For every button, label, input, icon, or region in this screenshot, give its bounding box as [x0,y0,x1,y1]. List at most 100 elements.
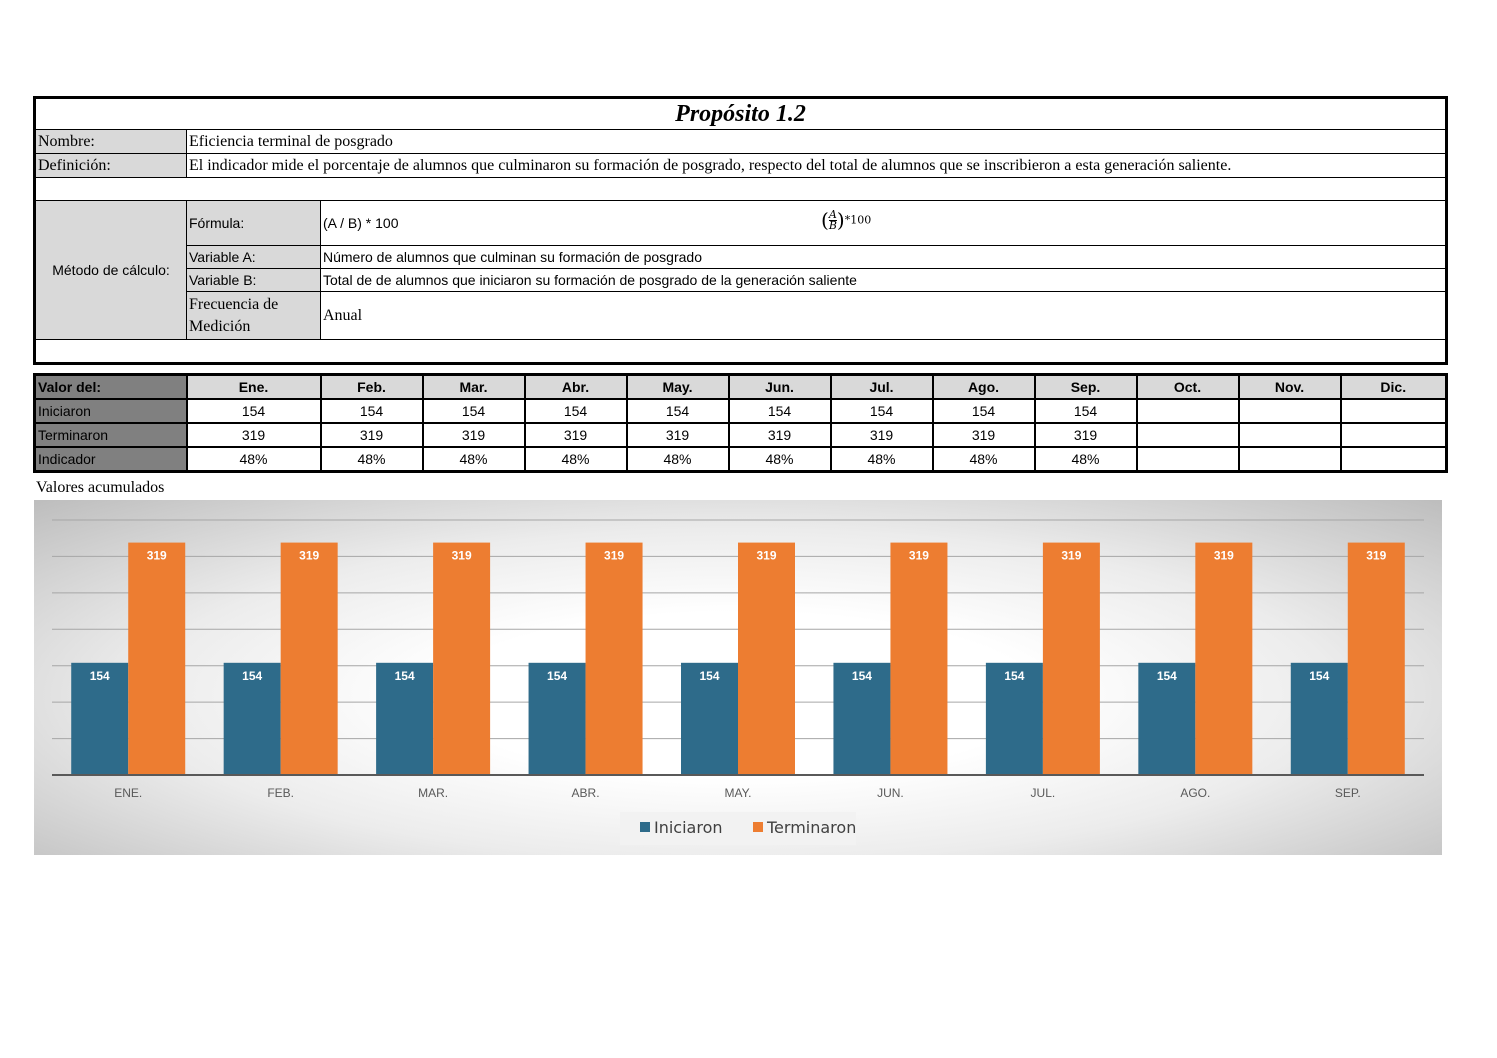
formula-value: (A / B) * 100 [323,215,399,231]
month-header: May. [625,373,730,400]
x-tick-label: MAY. [725,786,752,800]
table-cell [1339,398,1448,424]
definicion-value: El indicador mide el porcentaje de alumn… [185,153,1448,178]
bar-terminaron [585,542,643,775]
table-cell: 154 [421,398,526,424]
table-row-indicador: Indicador 48% 48% 48% 48% 48% 48% 48% 48… [33,446,1448,473]
table-cell: 154 [523,398,628,424]
formula-label: Fórmula: [186,200,321,246]
data-label: 319 [452,549,472,563]
row-label: Iniciaron [33,398,188,424]
bar-iniciaron [223,662,281,775]
table-cell: 319 [625,422,730,448]
monthly-values-table: Valor del: Ene. Feb. Mar. Abr. May. Jun.… [33,373,1448,473]
metodo-label: Método de cálculo: [34,200,187,340]
month-header: Abr. [523,373,628,400]
bar-terminaron [280,542,338,775]
acumulados-label: Valores acumulados [36,479,165,496]
row-label: Indicador [33,446,188,473]
bar-iniciaron [681,662,738,775]
table-row-terminaron: Terminaron 319 319 319 319 319 319 319 3… [33,422,1448,448]
table-cell: 319 [931,422,1036,448]
bar-terminaron [1042,542,1100,775]
x-tick-label: ENE. [114,786,142,800]
table-cell: 154 [319,398,424,424]
x-tick-label: FEB. [267,786,294,800]
variable-a-value: Número de alumnos que culminan su formac… [319,245,1448,269]
bar-iniciaron [1290,662,1348,775]
data-label: 154 [1309,669,1329,683]
formula-cell: (A / B) * 100 (A B)*100 [319,200,1448,246]
table-cell: 319 [829,422,934,448]
x-tick-label: SEP. [1335,786,1361,800]
table-cell: 48% [1033,446,1138,473]
table-cell [1237,398,1342,424]
row-label: Terminaron [33,422,188,448]
bar-chart: 154 319 ENE. 154 319 FEB. 154 319 MAR. 154 319 ABR.… [34,500,1442,855]
bar-terminaron [738,542,795,775]
table-cell [1237,422,1342,448]
nombre-value: Eficiencia terminal de posgrado [185,129,1448,154]
frecuencia-label: Frecuencia de Medición [186,291,321,340]
data-label: 154 [699,669,719,683]
legend-swatch-iniciaron [640,822,650,832]
chart-svg: 154 319 ENE. 154 319 FEB. 154 319 MAR. 154 319 ABR.… [52,519,1424,845]
table-cell: 48% [185,446,322,473]
data-label: 154 [90,669,110,683]
bar-iniciaron [528,662,586,775]
page-title: Propósito 1.2 [33,97,1448,130]
table-cell: 319 [185,422,322,448]
bar-terminaron [128,542,186,775]
bar-terminaron [1195,542,1253,775]
table-cell: 48% [421,446,526,473]
month-header: Ene. [185,373,322,400]
variable-b-label: Variable B: [186,268,321,292]
table-cell: 319 [727,422,832,448]
table-cell: 154 [1033,398,1138,424]
definicion-label: Definición: [34,153,187,178]
table-cell: 319 [1033,422,1138,448]
x-tick-label: ABR. [572,786,600,800]
bar-iniciaron [985,662,1043,775]
month-header: Sep. [1033,373,1138,400]
table-cell [1135,422,1240,448]
month-header: Mar. [421,373,526,400]
table-cell: 48% [727,446,832,473]
variable-a-label: Variable A: [186,245,321,269]
bar-iniciaron [376,662,434,775]
x-tick-label: JUL. [1031,786,1056,800]
legend-label-iniciaron: Iniciaron [654,818,723,837]
table-cell [1135,446,1240,473]
data-label: 154 [1157,669,1177,683]
table-cell [1135,398,1240,424]
legend-label-terminaron: Terminaron [766,818,856,837]
data-label: 319 [604,549,624,563]
data-label: 154 [395,669,415,683]
table-header-row: Valor del: Ene. Feb. Mar. Abr. May. Jun.… [33,373,1448,400]
data-label: 319 [1061,549,1081,563]
indicator-info-table: Propósito 1.2 Nombre: Eficiencia termina… [33,96,1449,365]
nombre-label: Nombre: [34,129,187,154]
table-cell: 48% [523,446,628,473]
table-row-iniciaron: Iniciaron 154 154 154 154 154 154 154 15… [33,398,1448,424]
month-header: Dic. [1339,373,1448,400]
spacer-row [33,177,1448,201]
table-cell: 48% [625,446,730,473]
bar-iniciaron [833,662,891,775]
table-cell [1339,446,1448,473]
month-header: Oct. [1135,373,1240,400]
data-label: 154 [852,669,872,683]
bar-iniciaron [71,662,129,775]
table-cell [1339,422,1448,448]
table-cell: 48% [829,446,934,473]
data-label: 319 [147,549,167,563]
variable-b-value: Total de de alumnos que iniciaron su for… [319,268,1448,292]
table-cell: 154 [931,398,1036,424]
table-cell: 154 [185,398,322,424]
table-cell: 154 [625,398,730,424]
x-tick-label: JUN. [877,786,904,800]
month-header: Feb. [319,373,424,400]
table-cell [1237,446,1342,473]
legend-box [620,812,856,845]
frecuencia-value: Anual [319,291,1448,340]
